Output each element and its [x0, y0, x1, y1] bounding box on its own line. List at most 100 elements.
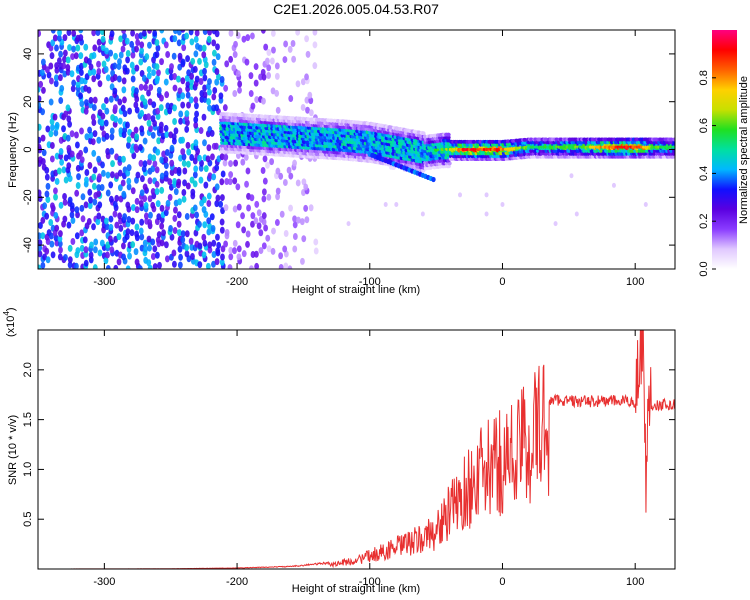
spectrogram-noise-cell	[215, 194, 221, 202]
spectrogram-noise-cell	[291, 55, 297, 63]
spectrogram-noise-cell	[110, 171, 115, 179]
spectrogram-noise-cell	[211, 260, 216, 268]
spectrogram-noise-cell	[219, 153, 225, 161]
spectrogram-noise-cell	[108, 95, 114, 103]
spectrogram-noise-cell	[206, 228, 212, 236]
spectrogram-noise-cell	[150, 115, 156, 123]
spectrogram-noise-cell	[181, 159, 187, 167]
spectrogram-noise-cell	[305, 50, 311, 58]
spectrogram-noise-cell	[304, 35, 310, 43]
spectrogram-noise-cell	[121, 30, 127, 34]
spectrogram-noise-cell	[278, 264, 284, 269]
spectrogram-noise-cell	[188, 96, 194, 104]
spectrogram-noise-cell	[176, 75, 181, 83]
spectrogram-noise-cell	[104, 47, 110, 55]
spectrogram-noise-cell	[50, 202, 55, 210]
spectrogram-noise-cell	[278, 172, 284, 180]
spectrogram-noise-cell	[61, 125, 66, 133]
spectrogram-noise-cell	[57, 57, 62, 65]
spectrogram-noise-cell	[308, 109, 314, 117]
spectrogram-noise-cell	[53, 129, 59, 137]
spectrogram-noise-cell	[58, 147, 64, 155]
spectrogram-noise-cell	[159, 58, 164, 66]
spectrogram-noise-cell	[192, 204, 198, 212]
spectrogram-noise-cell	[212, 49, 217, 57]
spectrogram-noise-cell	[91, 182, 97, 190]
spectrogram-noise-cell	[78, 92, 83, 100]
spectrogram-noise-cell	[150, 131, 156, 139]
spectrogram-noise-cell	[41, 149, 47, 157]
spectrogram-noise-cell	[151, 69, 156, 77]
spectrogram-noise-cell	[172, 104, 177, 112]
colorbar-tick-label: 0.8	[698, 70, 710, 85]
spectrogram-noise-cell	[304, 73, 309, 81]
spectrogram-noise-cell	[45, 196, 51, 204]
spectrogram-noise-cell	[263, 43, 269, 51]
spectrogram-noise-cell	[79, 77, 85, 85]
spectrogram-noise-cell	[108, 223, 114, 231]
spectrogram-noise-cell	[274, 72, 280, 80]
spectrogram-noise-cell	[163, 124, 169, 132]
spectrogram-noise-cell	[50, 123, 55, 131]
spectrogram-noise-cell	[215, 43, 220, 51]
spectrogram-noise-cell	[171, 249, 177, 257]
spectrogram-noise-cell	[71, 45, 77, 53]
spectrogram-noise-cell	[38, 264, 42, 269]
spectrogram-noise-cell	[90, 113, 96, 121]
spectrogram-noise-cell	[206, 192, 212, 200]
spectrogram-noise-cell	[53, 193, 58, 201]
spectrogram-noise-cell	[62, 55, 67, 63]
spectrogram-noise-cell	[154, 51, 160, 59]
spectrogram-noise-cell	[142, 98, 148, 106]
spectrogram-noise-cell	[181, 44, 187, 52]
spectrogram-noise-cell	[194, 211, 200, 219]
spectrogram-noise-cell	[41, 86, 46, 94]
spectrogram-noise-cell	[134, 197, 140, 205]
spectrogram-noise-cell	[278, 252, 284, 260]
spectrogram-noise-cell	[207, 222, 212, 230]
spectrogram-noise-cell	[79, 100, 85, 108]
spectrogram-ridge-cell	[306, 117, 311, 122]
spectrogram-noise-cell	[62, 34, 68, 42]
spectrogram-noise-cell	[216, 241, 222, 249]
spectrogram-y-tick-label: -20	[22, 189, 34, 205]
spectrogram-noise-cell	[147, 30, 152, 34]
colorbar-label: Normalized spectral amplitude	[738, 76, 750, 224]
spectrogram-noise-cell	[121, 155, 126, 163]
spectrogram-noise-cell	[261, 218, 267, 226]
spectrogram-noise-cell	[101, 60, 107, 68]
spectrogram-noise-cell	[44, 247, 50, 255]
spectrogram-noise-cell	[66, 221, 72, 229]
spectrogram-noise-cell	[53, 169, 59, 177]
spectrogram-noise-cell	[59, 84, 65, 92]
spectrogram-noise-cell	[193, 116, 199, 124]
spectrogram-noise-cell	[159, 156, 165, 164]
spectrogram-noise-cell	[126, 141, 131, 149]
spectrogram-noise-cell	[197, 261, 203, 269]
spectrogram-noise-cell	[104, 96, 109, 104]
spectrogram-noise-cell	[163, 241, 169, 249]
spectrogram-noise-cell	[420, 211, 425, 217]
spectrogram-noise-cell	[186, 160, 191, 168]
spectrogram-noise-cell	[201, 233, 207, 241]
spectrogram-noise-cell	[169, 159, 175, 167]
spectrogram-noise-cell	[164, 130, 170, 138]
spectrogram-noise-cell	[105, 148, 111, 156]
spectrogram-noise-cell	[147, 98, 153, 106]
spectrogram-noise-cell	[133, 143, 139, 151]
spectrogram-noise-cell	[219, 178, 225, 186]
spectrogram-noise-cell	[53, 211, 59, 219]
spectrogram-noise-cell	[249, 265, 254, 269]
spectrogram-noise-cell	[307, 91, 313, 99]
spectrogram-noise-cell	[211, 173, 217, 181]
spectrogram-ridge-cell	[257, 117, 262, 122]
spectrogram-noise-cell	[113, 52, 118, 60]
spectrogram-ridge-cell	[437, 161, 443, 166]
spectrogram-noise-cell	[40, 261, 46, 269]
spectrogram-noise-cell	[151, 101, 157, 109]
spectrogram-noise-cell	[96, 60, 101, 68]
spectrogram-noise-cell	[180, 77, 186, 85]
spectrogram-noise-cell	[92, 44, 98, 52]
colorbar-gradient	[712, 30, 737, 269]
spectrogram-noise-cell	[62, 192, 67, 200]
